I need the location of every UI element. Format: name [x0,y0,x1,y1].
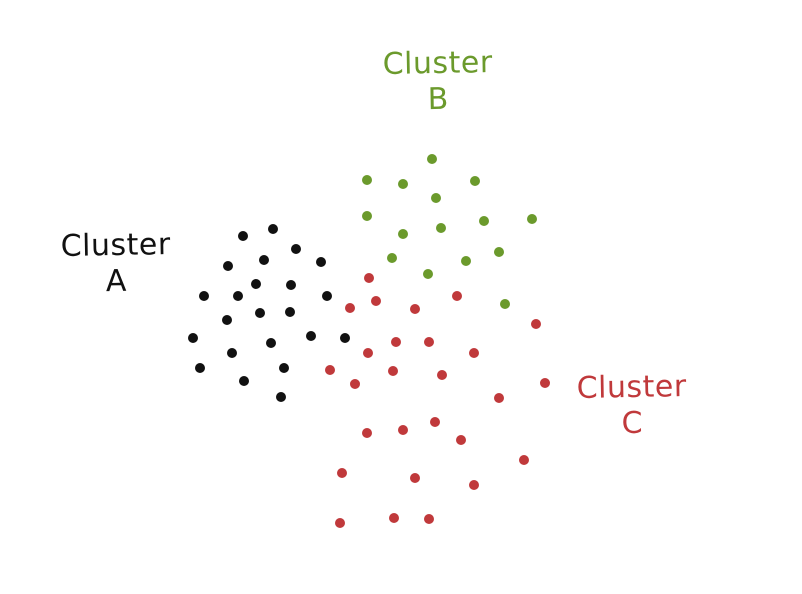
cluster-a-point-5 [259,255,269,265]
cluster-b-point-2 [362,175,372,185]
cluster-c-point-21 [519,455,529,465]
cluster-b-point-7 [398,229,408,239]
cluster-a-point-11 [322,291,332,301]
cluster-a-point-16 [266,338,276,348]
cluster-c-point-16 [494,393,504,403]
cluster-c-point-3 [345,303,355,313]
cluster-a-point-10 [286,280,296,290]
cluster-c-point-10 [469,348,479,358]
cluster-c-point-7 [363,348,373,358]
cluster-a-point-22 [239,376,249,386]
cluster-a-point-14 [285,307,295,317]
cluster-a-point-7 [251,279,261,289]
cluster-a-point-18 [340,333,350,343]
cluster-a-point-1 [238,231,248,241]
cluster-c-point-2 [371,296,381,306]
cluster-a-point-2 [268,224,278,234]
cluster-b-label-line1: Cluster [382,45,493,82]
cluster-b-point-9 [479,216,489,226]
cluster-a-point-15 [188,333,198,343]
cluster-c-point-4 [410,304,420,314]
cluster-b-point-10 [527,214,537,224]
cluster-a-points [188,224,350,402]
cluster-b-point-12 [423,269,433,279]
cluster-c-point-14 [437,370,447,380]
cluster-c-point-19 [430,417,440,427]
cluster-c-point-26 [389,513,399,523]
cluster-b-point-1 [427,154,437,164]
cluster-b-point-8 [436,223,446,233]
cluster-c-point-11 [325,365,335,375]
cluster-c-point-18 [398,425,408,435]
cluster-b-point-14 [494,247,504,257]
cluster-a-label-line1: Cluster [60,227,171,264]
cluster-b-point-4 [470,176,480,186]
cluster-c-label-line2: C [621,405,644,442]
cluster-c-label: Cluster C [565,369,698,443]
cluster-b-point-3 [398,179,408,189]
cluster-c-points [325,273,550,528]
cluster-c-point-5 [452,291,462,301]
cluster-b-point-5 [431,193,441,203]
cluster-b-point-6 [362,211,372,221]
cluster-c-point-8 [391,337,401,347]
cluster-c-label-line1: Cluster [576,369,687,406]
cluster-b-point-15 [500,299,510,309]
cluster-a-point-3 [291,244,301,254]
cluster-c-point-17 [362,428,372,438]
cluster-a-label-line2: A [105,263,128,300]
cluster-a-point-17 [306,331,316,341]
cluster-b-point-11 [387,253,397,263]
cluster-a-point-21 [279,363,289,373]
cluster-c-point-24 [469,480,479,490]
cluster-c-point-1 [364,273,374,283]
cluster-a-point-9 [233,291,243,301]
cluster-a-point-12 [222,315,232,325]
cluster-b-point-13 [461,256,471,266]
cluster-c-point-22 [337,468,347,478]
cluster-c-point-6 [531,319,541,329]
cluster-a-label: Cluster A [51,227,180,301]
cluster-a-point-4 [223,261,233,271]
cluster-c-point-20 [456,435,466,445]
cluster-c-point-13 [388,366,398,376]
cluster-c-point-27 [424,514,434,524]
cluster-a-point-20 [195,363,205,373]
cluster-b-label-line2: B [427,81,450,118]
cluster-a-point-13 [255,308,265,318]
cluster-a-point-6 [316,257,326,267]
cluster-c-point-15 [540,378,550,388]
cluster-b-label: Cluster B [371,45,504,119]
cluster-c-point-12 [350,379,360,389]
cluster-a-point-23 [276,392,286,402]
cluster-c-point-25 [335,518,345,528]
cluster-c-point-23 [410,473,420,483]
cluster-c-point-9 [424,337,434,347]
cluster-a-point-8 [199,291,209,301]
cluster-b-points [362,154,537,309]
cluster-a-point-19 [227,348,237,358]
